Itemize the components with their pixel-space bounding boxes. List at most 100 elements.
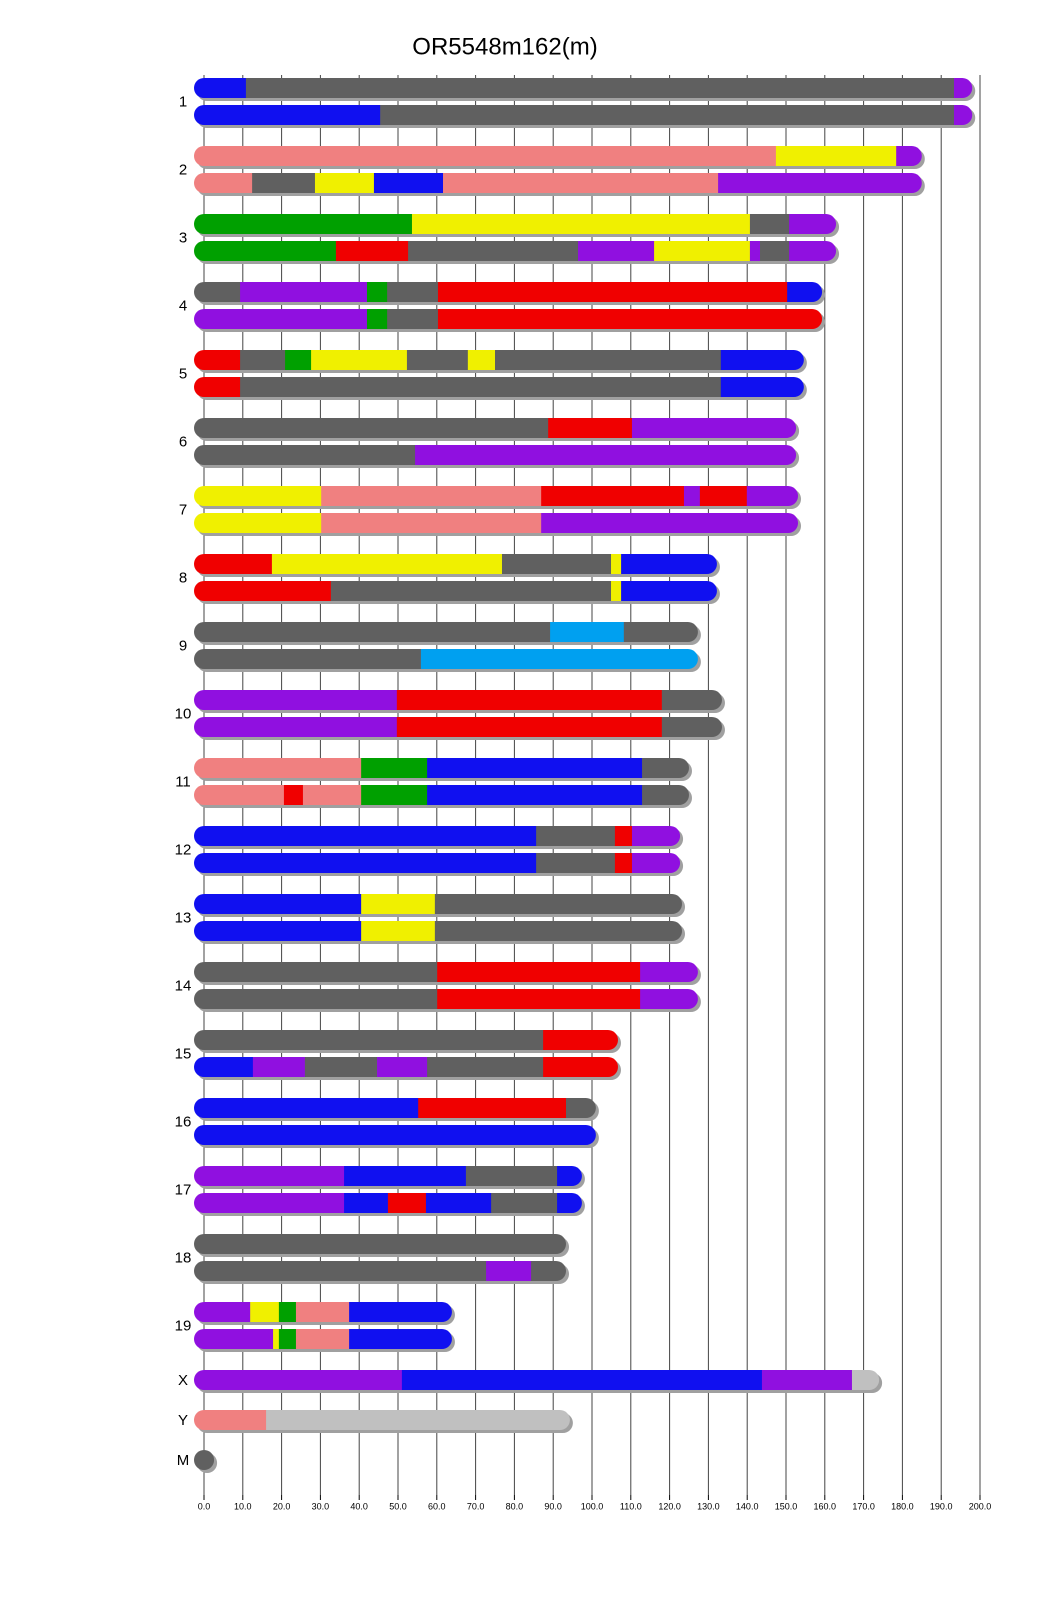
segment	[194, 1057, 254, 1077]
chromosome-label: 10	[175, 705, 192, 722]
chromosome-label: 3	[179, 229, 187, 246]
segment	[401, 1370, 763, 1390]
segment	[194, 853, 537, 873]
segment	[194, 105, 381, 125]
chromosome-label: 17	[175, 1181, 192, 1198]
segment	[295, 1302, 350, 1322]
segment	[194, 989, 438, 1009]
segment	[366, 282, 388, 302]
haplotype	[194, 785, 689, 805]
segment	[896, 146, 922, 166]
segment	[194, 1370, 403, 1390]
segment	[194, 581, 332, 601]
segment	[194, 1098, 419, 1118]
chromosome-label: M	[177, 1452, 190, 1469]
chromosome-label: 9	[179, 637, 187, 654]
chromosome-label: X	[178, 1372, 188, 1389]
x-tick-label: 200.0	[969, 1501, 992, 1511]
segment	[501, 554, 612, 574]
haplotype	[194, 853, 681, 873]
segment	[240, 282, 368, 302]
haplotype	[194, 962, 698, 982]
segment	[344, 1193, 389, 1213]
segment	[640, 962, 698, 982]
haplotype	[194, 1329, 452, 1349]
haplotype	[194, 717, 722, 737]
segment	[787, 282, 823, 302]
segment	[194, 1329, 274, 1349]
segment	[194, 241, 337, 261]
segment	[194, 1302, 251, 1322]
haplotype	[194, 921, 683, 941]
chromosome-label: 8	[179, 569, 187, 586]
haplotype	[194, 1261, 567, 1281]
segment	[543, 1030, 618, 1050]
segment	[631, 853, 681, 873]
haplotype	[194, 1098, 596, 1118]
segment	[427, 758, 643, 778]
segment	[252, 1057, 306, 1077]
segment	[194, 1193, 345, 1213]
x-tick-label: 20.0	[273, 1501, 291, 1511]
segment	[330, 581, 612, 601]
segment	[194, 173, 253, 193]
segment	[194, 1261, 487, 1281]
haplotype	[194, 309, 823, 329]
haplotype	[194, 1030, 618, 1050]
haplotype	[194, 445, 797, 465]
segment	[437, 309, 823, 329]
haplotype	[194, 146, 922, 166]
segment	[361, 894, 436, 914]
segment	[543, 1057, 618, 1077]
haplotype	[194, 1370, 880, 1390]
segment	[434, 921, 683, 941]
segment	[465, 1166, 558, 1186]
segment	[541, 513, 799, 533]
segment	[349, 1329, 452, 1349]
segment	[536, 853, 616, 873]
segment	[194, 1450, 215, 1470]
x-tick-label: 150.0	[775, 1501, 798, 1511]
segment	[434, 894, 683, 914]
segment	[396, 690, 663, 710]
segment	[194, 894, 362, 914]
segment	[491, 1193, 558, 1213]
segment	[623, 622, 698, 642]
segment	[373, 173, 444, 193]
segment	[314, 173, 375, 193]
segment	[194, 690, 398, 710]
chromosome-label: 12	[175, 841, 192, 858]
haplotype	[194, 173, 922, 193]
x-tick-label: 100.0	[581, 1501, 604, 1511]
segment	[194, 717, 398, 737]
segment	[302, 785, 362, 805]
chromosome-label: 5	[179, 365, 187, 382]
segment	[467, 350, 496, 370]
segment	[273, 1329, 280, 1349]
segment	[720, 350, 804, 370]
segment	[361, 758, 428, 778]
x-tick-label: 190.0	[930, 1501, 953, 1511]
segment	[396, 717, 663, 737]
x-tick-label: 130.0	[697, 1501, 720, 1511]
chromosome-label: 11	[175, 773, 191, 790]
segment	[361, 785, 428, 805]
segment	[420, 649, 698, 669]
segment	[415, 445, 797, 465]
segment	[194, 649, 422, 669]
haplotype	[194, 241, 837, 261]
segment	[361, 921, 436, 941]
segment	[611, 581, 622, 601]
chromosome-label: 15	[175, 1045, 192, 1062]
segment	[746, 486, 799, 506]
x-tick-label: 60.0	[428, 1501, 446, 1511]
segment	[387, 309, 439, 329]
x-tick-label: 140.0	[736, 1501, 759, 1511]
segment	[321, 486, 542, 506]
segment	[720, 377, 804, 397]
segment	[486, 1261, 532, 1281]
segment	[406, 350, 469, 370]
segment	[437, 989, 641, 1009]
segment	[194, 785, 285, 805]
haplotype	[194, 649, 698, 669]
